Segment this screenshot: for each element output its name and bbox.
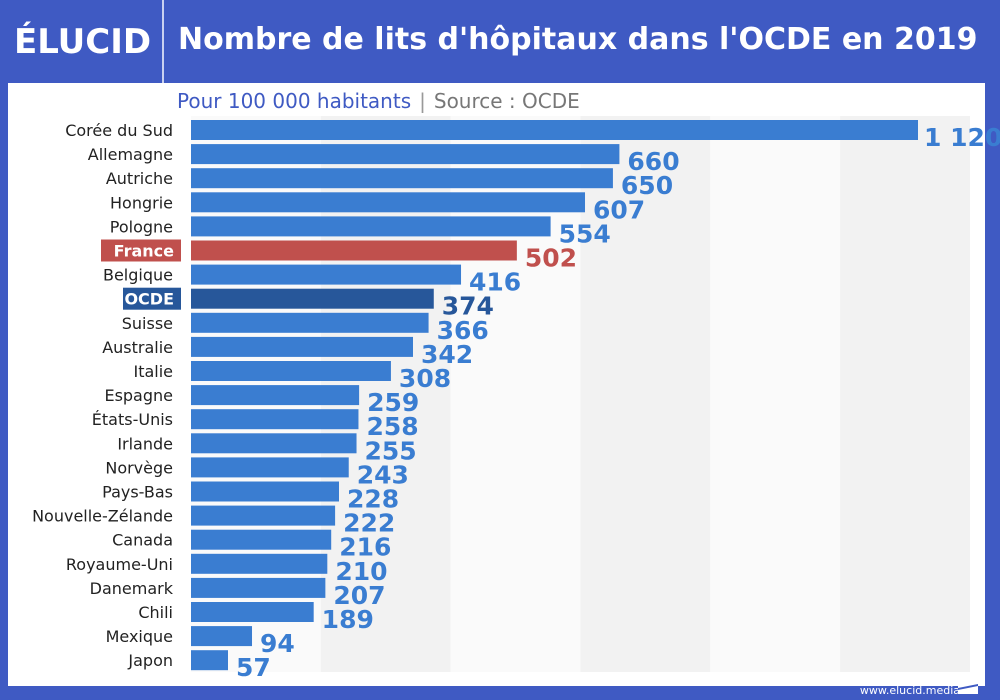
category-label: Hongrie (110, 193, 173, 212)
highlight-label-box (123, 287, 181, 310)
category-label: Norvège (105, 458, 173, 477)
value-label: 308 (399, 364, 451, 393)
bar-1 (191, 144, 620, 165)
value-label: 660 (627, 147, 679, 176)
grid-band (710, 116, 841, 672)
unit-label: Pour 100 000 habitants (177, 89, 412, 113)
source-label: Source : OCDE (433, 89, 580, 113)
value-label: 222 (343, 509, 395, 538)
category-label: Nouvelle-Zélande (32, 507, 173, 526)
header-divider (162, 0, 164, 83)
bar-8 (191, 312, 429, 333)
bar-6 (191, 264, 462, 285)
category-label: Irlande (117, 434, 173, 453)
bar-2 (191, 168, 613, 189)
bar-7 (191, 288, 434, 309)
value-label: 216 (339, 533, 391, 562)
category-label: Corée du Sud (65, 121, 173, 140)
elucid-logo: ÉLUCID (14, 22, 152, 62)
bar-9 (191, 336, 413, 357)
category-label: Belgique (103, 266, 173, 285)
value-label: 189 (322, 605, 374, 634)
category-label: Royaume-Uni (66, 555, 173, 574)
category-label: Danemark (90, 579, 174, 598)
category-label: Autriche (106, 169, 173, 188)
value-label: 57 (236, 653, 271, 682)
value-label: 94 (260, 629, 295, 658)
value-label: 342 (421, 340, 473, 369)
value-label: 554 (559, 219, 611, 248)
bar-0 (191, 120, 918, 140)
category-label: Japon (127, 651, 173, 670)
category-label: Pays-Bas (102, 483, 173, 502)
bar-4 (191, 216, 551, 237)
bar-11 (191, 385, 360, 406)
category-label: Allemagne (88, 145, 173, 164)
bar-20 (191, 602, 314, 622)
bar-10 (191, 361, 391, 381)
value-label: 502 (525, 244, 577, 273)
value-label: 258 (366, 412, 418, 441)
value-label: 243 (357, 460, 409, 489)
value-label: 374 (442, 292, 494, 321)
category-label: Suisse (122, 314, 173, 333)
bar-3 (191, 192, 586, 213)
category-label: Australie (102, 338, 173, 357)
value-label: 650 (621, 171, 673, 200)
value-label: 259 (367, 388, 419, 417)
bar-19 (191, 577, 326, 598)
bar-22 (191, 650, 228, 671)
header: ÉLUCID Nombre de lits d'hôpitaux dans l'… (0, 0, 1000, 83)
bar-12 (191, 409, 359, 430)
category-label: Pologne (110, 217, 173, 236)
category-label: OCDE (124, 290, 174, 309)
value-label: 255 (365, 436, 417, 465)
value-label: 416 (469, 268, 521, 297)
bar-17 (191, 529, 332, 550)
value-label: 207 (333, 581, 385, 610)
category-label: Mexique (106, 627, 173, 646)
chart-title: Nombre de lits d'hôpitaux dans l'OCDE en… (178, 22, 978, 57)
elucid-footer-logo-icon (958, 680, 978, 694)
bar-13 (191, 433, 357, 454)
bar-18 (191, 553, 328, 574)
value-label: 228 (347, 485, 399, 514)
value-label: 607 (593, 195, 645, 224)
category-label: États-Unis (92, 410, 173, 429)
value-label: 1 120 (924, 123, 1000, 152)
category-label: Canada (112, 531, 173, 550)
category-label: Chili (138, 603, 173, 622)
subtitle-separator: | (419, 89, 426, 113)
bar-21 (191, 626, 253, 647)
category-label: Italie (133, 362, 173, 381)
bar-16 (191, 505, 336, 526)
bar-14 (191, 457, 349, 478)
value-label: 210 (335, 557, 387, 586)
value-label: 366 (437, 316, 489, 345)
chart-subtitle: Pour 100 000 habitants | Source : OCDE (177, 89, 580, 113)
bar-5 (191, 240, 517, 261)
category-label: France (114, 242, 174, 261)
footer-url[interactable]: www.elucid.media (859, 684, 960, 697)
highlight-label-box (101, 239, 181, 262)
bar-15 (191, 481, 339, 502)
grid-band (840, 116, 970, 672)
grid-band (580, 116, 711, 672)
category-label: Espagne (104, 386, 173, 405)
